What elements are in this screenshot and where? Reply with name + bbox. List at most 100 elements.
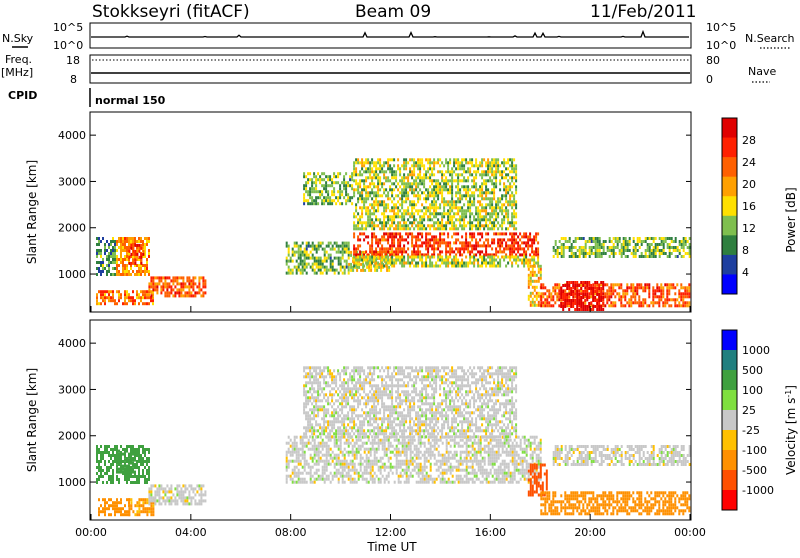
- velocity-cell: [120, 498, 122, 501]
- power-cell: [296, 266, 298, 269]
- power-cell: [471, 203, 473, 206]
- power-cell: [439, 232, 441, 235]
- power-cell: [584, 293, 586, 296]
- power-ylabel: Slant Range [km]: [25, 160, 39, 264]
- power-cell: [583, 249, 585, 252]
- velocity-cell: [184, 502, 186, 505]
- power-cell: [290, 272, 292, 275]
- power-cell: [421, 182, 423, 185]
- power-cell: [411, 262, 413, 265]
- power-cell: [495, 209, 497, 212]
- power-cell: [318, 245, 320, 248]
- power-cell: [475, 158, 477, 161]
- power-cell: [126, 267, 128, 270]
- power-cell: [142, 290, 144, 293]
- power-cell: [353, 194, 355, 197]
- velocity-cell: [142, 498, 144, 501]
- power-cell: [413, 247, 415, 250]
- power-cell: [660, 289, 662, 292]
- power-cell: [473, 247, 475, 250]
- power-cell: [395, 212, 397, 215]
- power-cell: [592, 296, 594, 299]
- velocity-cell: [114, 445, 116, 448]
- power-cell: [542, 292, 544, 295]
- power-cell: [425, 206, 427, 209]
- velocity-cell: [112, 460, 114, 463]
- power-cell: [590, 290, 592, 293]
- power-cell: [437, 238, 439, 241]
- power-cell: [681, 255, 683, 258]
- velocity-cell: [200, 493, 202, 496]
- power-cell: [140, 267, 142, 270]
- velocity-cell: [98, 451, 100, 454]
- velocity-cell: [346, 466, 348, 469]
- power-cell: [475, 164, 477, 167]
- power-cell: [311, 187, 313, 190]
- power-cell: [383, 191, 385, 194]
- velocity-cell: [176, 490, 178, 493]
- power-cell: [685, 240, 687, 243]
- power-cell: [580, 305, 582, 308]
- power-cell: [355, 227, 357, 230]
- power-cell: [342, 248, 344, 251]
- power-cell: [672, 286, 674, 289]
- power-cell: [316, 260, 318, 263]
- power-cell: [429, 262, 431, 265]
- power-cell: [373, 227, 375, 230]
- power-cell: [517, 250, 519, 253]
- power-cell: [491, 158, 493, 161]
- power-cell: [323, 199, 325, 202]
- power-cell: [536, 286, 538, 289]
- power-cell: [589, 246, 591, 249]
- velocity-cell: [376, 475, 378, 478]
- power-cell: [383, 206, 385, 209]
- power-cell: [519, 253, 521, 256]
- power-cell: [689, 249, 691, 252]
- power-cell: [586, 281, 588, 284]
- power-cell: [489, 256, 491, 259]
- power-cell: [481, 215, 483, 218]
- power-cell: [367, 176, 369, 179]
- velocity-cell: [304, 460, 306, 463]
- power-cell: [623, 240, 625, 243]
- velocity-cell: [130, 498, 132, 501]
- velocity-cell: [124, 462, 126, 465]
- power-cell: [678, 292, 680, 295]
- power-cell: [379, 170, 381, 173]
- velocity-cell: [144, 510, 146, 513]
- power-cell: [620, 301, 622, 304]
- power-cell: [391, 182, 393, 185]
- power-cell: [365, 206, 367, 209]
- power-cell: [441, 176, 443, 179]
- power-cell: [357, 259, 359, 262]
- power-cell: [387, 262, 389, 265]
- power-cell: [567, 246, 569, 249]
- power-cell: [194, 282, 196, 285]
- power-cell: [379, 250, 381, 253]
- power-cell: [523, 241, 525, 244]
- velocity-cell: [336, 454, 338, 457]
- power-cell: [98, 270, 100, 273]
- power-cell: [180, 291, 182, 294]
- power-cell: [608, 304, 610, 307]
- power-cell: [359, 197, 361, 200]
- power-cell: [503, 176, 505, 179]
- power-cell: [566, 299, 568, 302]
- power-cell: [499, 188, 501, 191]
- power-cell: [495, 161, 497, 164]
- power-cell: [658, 289, 660, 292]
- velocity-region-2: [96, 445, 150, 484]
- power-cell: [148, 285, 150, 288]
- power-cell: [564, 302, 566, 305]
- velocity-cell: [308, 463, 310, 466]
- power-cell: [383, 164, 385, 167]
- power-cell: [445, 182, 447, 185]
- power-cell: [487, 212, 489, 215]
- power-cell: [463, 179, 465, 182]
- power-cell: [669, 243, 671, 246]
- velocity-cell: [358, 445, 360, 448]
- power-cell: [401, 215, 403, 218]
- power-cell: [527, 235, 529, 238]
- power-cell: [624, 298, 626, 301]
- velocity-cell: [354, 478, 356, 481]
